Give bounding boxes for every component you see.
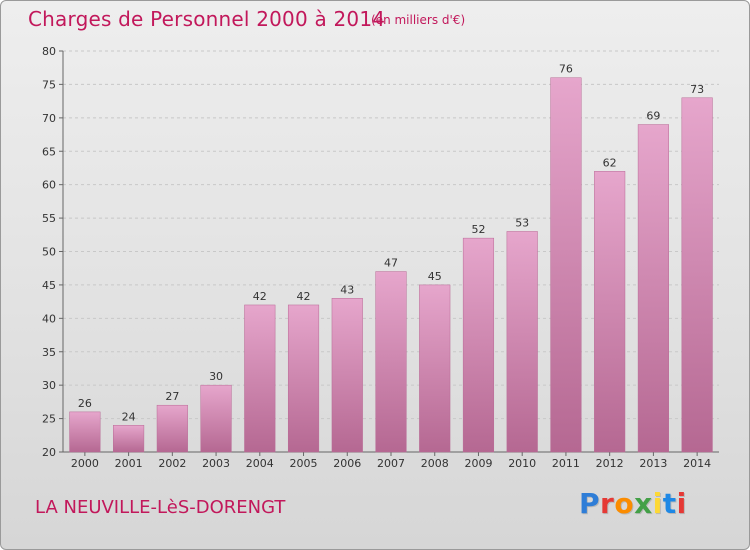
x-tick-label: 2000: [71, 457, 99, 470]
y-tick-label: 65: [42, 145, 56, 158]
x-tick-label: 2012: [596, 457, 624, 470]
data-label-2008: 45: [428, 270, 442, 283]
y-tick-label: 55: [42, 212, 56, 225]
bars: [69, 77, 713, 453]
data-label-2001: 24: [122, 410, 136, 423]
logo-letter: t: [662, 487, 677, 520]
y-tick-label: 70: [42, 112, 56, 125]
y-tick-label: 60: [42, 179, 56, 192]
y-tick-label: 80: [42, 45, 56, 58]
bar-2006: [331, 298, 363, 453]
x-tick-label: 2004: [246, 457, 274, 470]
data-label-2012: 62: [603, 156, 617, 169]
x-tick-label: 2008: [421, 457, 449, 470]
data-label-2009: 52: [471, 223, 485, 236]
logo-letter: r: [600, 487, 615, 520]
bar-2009: [462, 237, 495, 453]
x-tick-label: 2003: [202, 457, 230, 470]
y-tick-label: 30: [42, 379, 56, 392]
bar-2002: [156, 404, 188, 453]
chart-title: Charges de Personnel 2000 à 2014: [28, 7, 386, 31]
data-label-2003: 30: [209, 370, 223, 383]
logo-letter: P: [579, 487, 601, 520]
data-label-2007: 47: [384, 257, 398, 270]
place-name: LA NEUVILLE-LèS-DORENGT: [35, 497, 286, 518]
y-tick-label: 45: [42, 279, 56, 292]
x-tick-label: 2001: [115, 457, 143, 470]
x-tick-label: 2006: [333, 457, 361, 470]
bar-2011: [550, 77, 582, 453]
x-tick-label: 2002: [158, 457, 186, 470]
y-tick-label: 75: [42, 78, 56, 91]
bar-2001: [113, 425, 145, 453]
y-tick-label: 40: [42, 312, 56, 325]
bar-2010: [506, 231, 538, 453]
data-label-2013: 69: [646, 110, 660, 123]
chart-subtitle: (en milliers d'€): [371, 13, 466, 27]
labels: 26 24 27 30 42 42 43 47 45 52 53 76 62 69 73: [78, 63, 704, 424]
data-label-2005: 42: [297, 290, 311, 303]
bar-2012: [594, 171, 626, 453]
y-tick-label: 25: [42, 413, 56, 426]
bar-2003: [200, 384, 232, 453]
logo-letter: x: [634, 487, 653, 520]
data-label-2000: 26: [78, 397, 92, 410]
bar-2004: [244, 304, 276, 453]
data-label-2011: 76: [559, 63, 573, 76]
bar-2014: [681, 97, 713, 453]
y-tick-label: 20: [42, 446, 56, 459]
y-tick-label: 50: [42, 246, 56, 259]
x-tick-label: 2013: [639, 457, 667, 470]
data-label-2006: 43: [340, 283, 354, 296]
x-tick-label: 2007: [377, 457, 405, 470]
bar-2013: [637, 124, 669, 453]
data-label-2010: 53: [515, 216, 529, 229]
data-label-2004: 42: [253, 290, 267, 303]
data-label-2002: 27: [165, 390, 179, 403]
x-tick-label: 2014: [683, 457, 711, 470]
x-tick-label: 2010: [508, 457, 536, 470]
bar-2005: [287, 304, 320, 453]
data-label-2014: 73: [690, 83, 704, 96]
bar-2008: [419, 284, 451, 453]
x-tick-label: 2005: [290, 457, 318, 470]
bar-2007: [375, 271, 407, 453]
x-tick-label: 2011: [552, 457, 580, 470]
y-tick-label: 35: [42, 346, 56, 359]
x-tick-label: 2009: [464, 457, 492, 470]
proxiti-logo: Proxiti: [579, 487, 687, 520]
bar-2000: [69, 411, 101, 453]
logo-letter: o: [614, 487, 635, 520]
logo-letter: i: [676, 487, 687, 520]
logo-letter: i: [652, 487, 663, 520]
